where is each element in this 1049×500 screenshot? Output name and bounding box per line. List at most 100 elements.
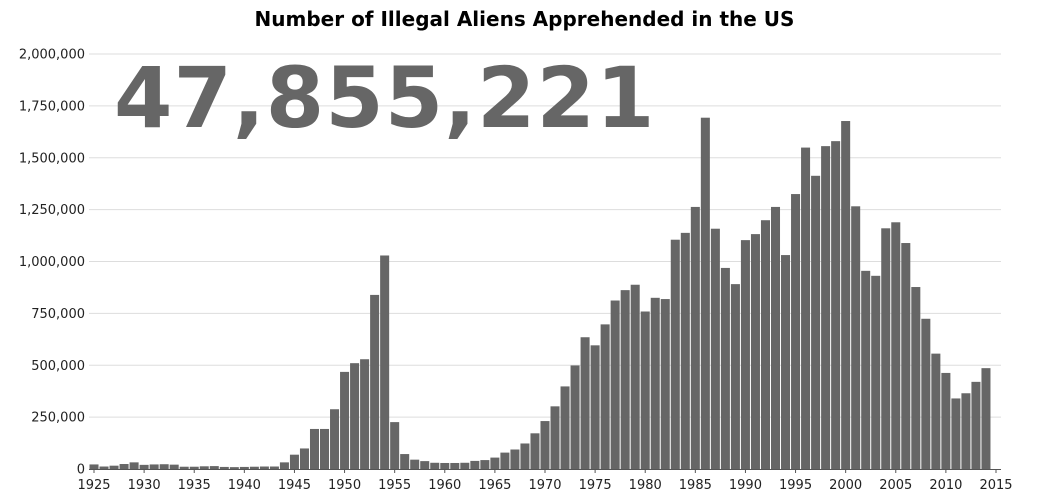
bar (750, 234, 760, 469)
bar (139, 464, 149, 469)
bar (470, 460, 480, 469)
bar (159, 464, 169, 469)
bar (770, 206, 781, 470)
bar (620, 290, 630, 469)
bar (480, 460, 490, 469)
total-apprehensions-callout: 47,855,221 (114, 49, 656, 147)
bar (670, 239, 680, 469)
x-tick-label: 2010 (929, 478, 962, 493)
bar (640, 311, 650, 469)
bar (831, 141, 841, 469)
x-tick-label: 1940 (228, 478, 261, 493)
x-tick-label: 2005 (879, 478, 912, 493)
bar (530, 433, 540, 469)
bar (89, 464, 99, 469)
bar (901, 243, 911, 469)
bar (249, 466, 259, 469)
bar (289, 454, 299, 469)
bar (129, 462, 139, 469)
bar (951, 398, 961, 469)
bar (680, 232, 690, 469)
bar (580, 337, 590, 469)
bar (460, 462, 470, 469)
bar (370, 294, 380, 469)
bar (600, 324, 610, 469)
bar (500, 452, 510, 469)
x-tick-label: 1995 (779, 478, 812, 493)
bar (811, 175, 821, 470)
bar (199, 466, 209, 469)
bar (340, 371, 350, 469)
bar (690, 206, 700, 470)
bar (700, 117, 710, 469)
bar (851, 206, 861, 469)
x-tick-label: 1985 (679, 478, 712, 493)
x-tick-label: 1970 (528, 478, 561, 493)
x-tick-label: 1980 (629, 478, 662, 493)
axes (89, 469, 1001, 473)
bar (109, 465, 119, 469)
x-axis-tick-labels: 1925 1930 1935 1940 1945 1950 1955 1960 1965 1970… (77, 478, 1012, 493)
bar (380, 255, 390, 469)
bar (801, 147, 811, 469)
y-tick-label: 1,000,000 (19, 255, 85, 270)
bar (320, 428, 330, 469)
bar (219, 466, 229, 469)
x-tick-label: 1955 (378, 478, 411, 493)
bar (400, 454, 410, 469)
bar (971, 381, 981, 469)
bar (941, 372, 951, 469)
bar (891, 222, 901, 469)
x-tick-label: 1930 (128, 478, 161, 493)
bar (781, 255, 791, 469)
bar (330, 409, 340, 469)
bar (179, 466, 189, 469)
chart-title: Number of Illegal Aliens Apprehended in … (254, 7, 795, 31)
y-tick-label: 1,250,000 (19, 203, 85, 218)
bar (149, 464, 159, 469)
bar (390, 422, 400, 469)
bar (590, 345, 600, 469)
bar (720, 267, 730, 469)
bar (540, 421, 550, 469)
x-tick-label: 2015 (979, 478, 1012, 493)
bar (821, 146, 831, 469)
y-tick-label: 1,500,000 (19, 151, 85, 166)
bar (440, 462, 450, 469)
bar (650, 297, 660, 469)
bar (550, 406, 560, 469)
y-tick-label: 250,000 (31, 411, 85, 426)
bar (740, 240, 750, 469)
y-tick-label: 500,000 (31, 359, 85, 374)
x-tick-label: 2000 (829, 478, 862, 493)
y-tick-label: 2,000,000 (19, 48, 85, 63)
x-tick-label: 1990 (729, 478, 762, 493)
bar (279, 462, 289, 469)
y-tick-label: 750,000 (31, 307, 85, 322)
bar (309, 428, 320, 469)
bar (229, 467, 239, 469)
y-axis-tick-labels: 0 250,000 500,000 750,000 1,000,000 1,250,000… (19, 48, 85, 478)
x-tick-label: 1925 (77, 478, 110, 493)
bar (841, 121, 851, 470)
bar (239, 466, 249, 469)
bar (430, 462, 440, 469)
bar (881, 228, 891, 469)
x-tick-label: 1945 (278, 478, 311, 493)
bar (209, 466, 219, 469)
bar (99, 466, 109, 469)
y-tick-label: 1,750,000 (19, 99, 85, 114)
bar (259, 466, 269, 469)
x-tick-label: 1960 (428, 478, 461, 493)
bar (760, 220, 770, 469)
bar (350, 363, 360, 469)
bar (730, 284, 740, 469)
bar (911, 287, 921, 469)
bar (560, 386, 570, 469)
bar (420, 461, 430, 469)
x-tick-label: 1975 (579, 478, 612, 493)
x-tick-label: 1935 (178, 478, 211, 493)
bar (520, 443, 530, 469)
gridlines (89, 53, 1001, 418)
